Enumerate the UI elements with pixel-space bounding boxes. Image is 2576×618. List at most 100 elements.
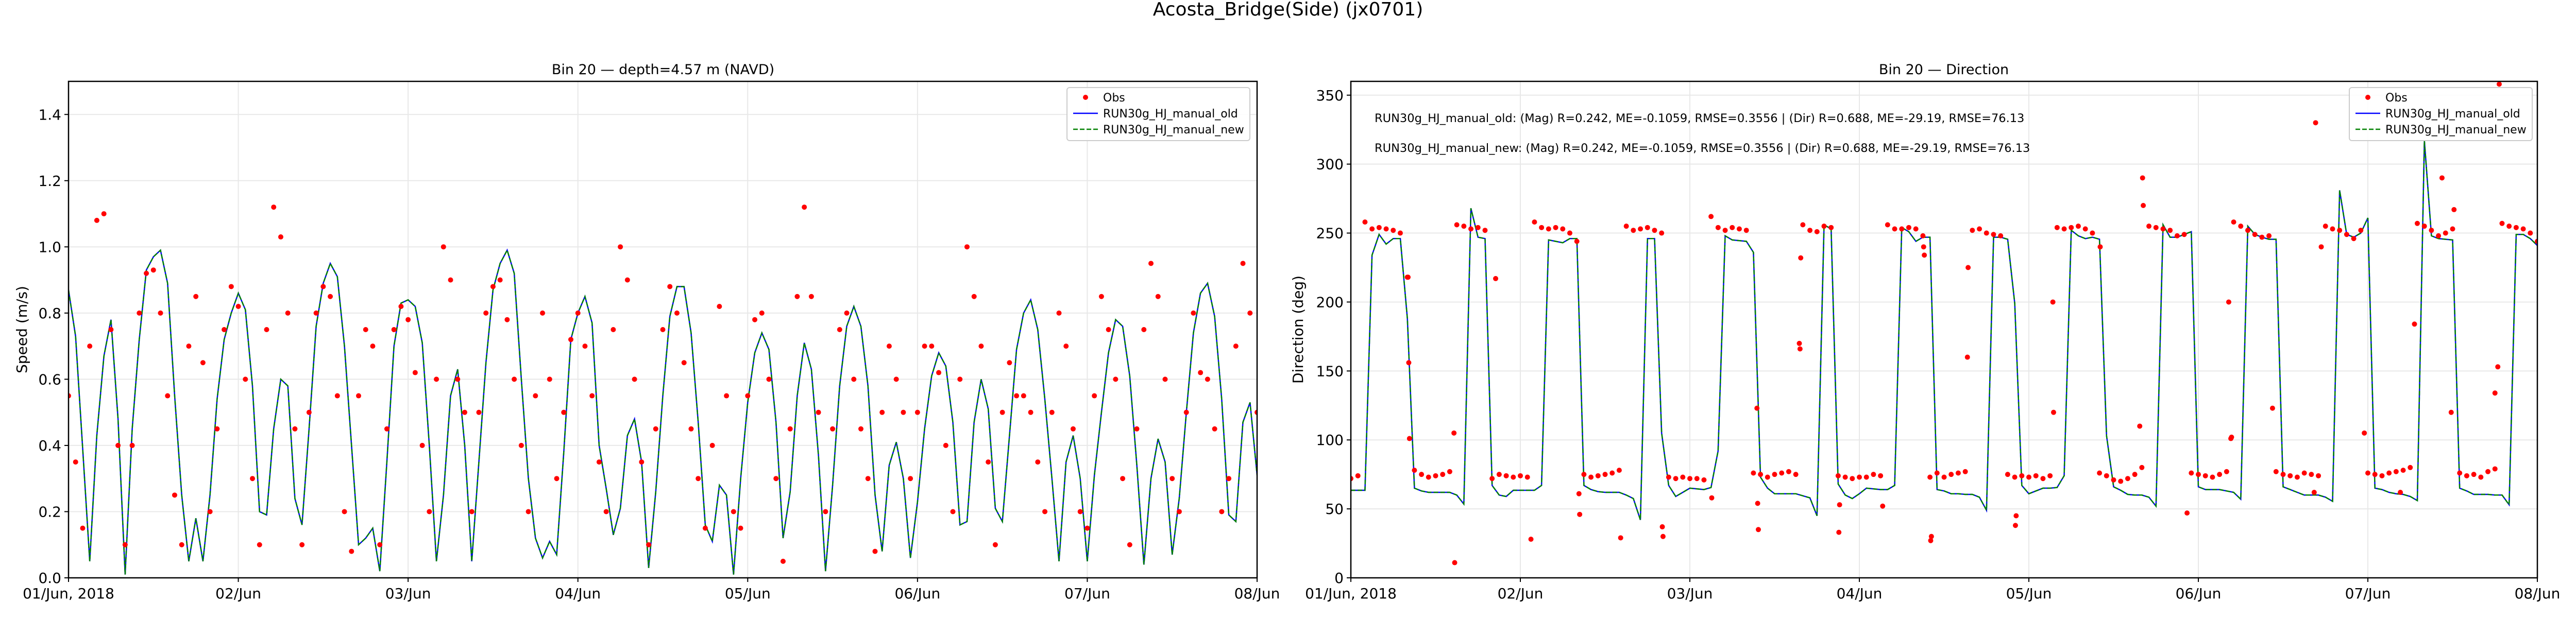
direction-obs-point <box>1391 228 1396 233</box>
direction-obs-point <box>2443 230 2448 236</box>
speed-x-tick-label: 01/Jun, 2018 <box>23 585 114 602</box>
direction-obs-point <box>1934 470 1940 476</box>
speed-marks <box>69 204 1257 575</box>
legend-old-label: RUN30g_HJ_manual_old <box>1103 108 1238 121</box>
direction-obs-point <box>2252 232 2258 237</box>
speed-obs-point <box>207 509 213 514</box>
speed-y-tick-label: 1.2 <box>38 173 61 190</box>
speed-obs-point <box>830 426 836 432</box>
speed-obs-point <box>285 310 291 316</box>
direction-obs-point <box>1772 472 1777 477</box>
speed-obs-point <box>999 409 1005 415</box>
direction-obs-point <box>2137 423 2143 429</box>
direction-obs-point <box>2238 224 2244 229</box>
direction-obs-point <box>1496 472 1502 477</box>
legend-obs-marker <box>1083 95 1088 100</box>
direction-obs-point <box>1546 226 1551 232</box>
direction-obs-point <box>1405 274 1411 280</box>
direction-obs-point <box>1807 228 1813 233</box>
direction-obs-point <box>2012 523 2018 528</box>
speed-obs-point <box>278 234 283 240</box>
direction-obs-point <box>1426 474 1431 480</box>
direction-y-tick-label: 350 <box>1316 87 1344 104</box>
speed-obs-point <box>936 370 942 375</box>
direction-y-tick-label: 300 <box>1316 156 1344 173</box>
direction-obs-point <box>1837 502 1842 508</box>
direction-obs-point <box>1528 537 1534 542</box>
speed-obs-point <box>1191 310 1196 316</box>
legend-obs-marker <box>2365 95 2370 100</box>
speed-obs-point <box>1021 393 1026 399</box>
direction-obs-point <box>2167 228 2173 233</box>
speed-obs-point <box>554 476 560 482</box>
speed-y-tick-label: 0.8 <box>38 305 61 322</box>
direction-obs-point <box>1786 469 1791 474</box>
speed-x-tick-label: 06/Jun <box>894 585 940 602</box>
direction-obs-point <box>2330 226 2335 232</box>
speed-obs-point <box>1183 409 1189 415</box>
speed-obs-point <box>427 509 432 514</box>
speed-obs-point <box>497 277 503 283</box>
speed-obs-point <box>780 558 786 564</box>
speed-x-tick-label: 08/Jun <box>1234 585 1280 602</box>
speed-obs-point <box>808 294 814 299</box>
direction-obs-point <box>1751 470 1756 476</box>
direction-obs-point <box>2266 233 2272 238</box>
speed-obs-point <box>94 217 99 223</box>
speed-obs-point <box>575 310 581 316</box>
speed-obs-point <box>391 327 397 332</box>
speed-obs-point <box>1077 509 1083 514</box>
direction-obs-point <box>2229 434 2234 440</box>
speed-obs-point <box>137 310 142 316</box>
direction-obs-point <box>1928 538 1934 543</box>
direction-obs-point <box>1984 230 1989 236</box>
speed-obs-point <box>943 442 948 448</box>
direction-obs-point <box>2301 470 2307 476</box>
direction-obs-point <box>1758 472 1764 477</box>
direction-obs-point <box>2224 469 2229 474</box>
speed-obs-point <box>1247 310 1253 316</box>
speed-obs-point <box>582 344 588 349</box>
speed-obs-point <box>349 548 354 554</box>
direction-x-tick-label: 03/Jun <box>1667 585 1713 602</box>
speed-obs-point <box>1240 261 1246 266</box>
direction-obs-point <box>2294 474 2300 480</box>
speed-obs-point <box>561 409 567 415</box>
speed-obs-point <box>1113 376 1118 382</box>
direction-obs-point <box>2358 228 2364 233</box>
direction-obs-point <box>1709 495 1715 501</box>
direction-chart: Bin 20 — Direction Direction (deg) 0 50 10… <box>1290 62 2560 602</box>
speed-obs-point <box>172 492 177 498</box>
direction-obs-point <box>1850 476 1855 482</box>
direction-obs-point <box>1970 228 1975 233</box>
speed-x-tick-label: 07/Jun <box>1064 585 1110 602</box>
speed-obs-point <box>787 426 793 432</box>
speed-obs-point <box>448 277 453 283</box>
speed-obs-point <box>370 344 376 349</box>
direction-obs-point <box>2210 474 2215 480</box>
speed-obs-point <box>384 426 389 432</box>
direction-obs-point <box>2054 225 2060 230</box>
speed-obs-point <box>87 344 93 349</box>
speed-obs-point <box>1028 409 1033 415</box>
speed-obs-point <box>405 317 411 322</box>
speed-obs-point <box>724 393 730 399</box>
direction-obs-point <box>1355 473 1361 478</box>
direction-obs-point <box>2386 470 2392 476</box>
speed-y-tick-label: 0.0 <box>38 570 61 587</box>
direction-obs-point <box>1419 472 1425 477</box>
direction-obs-point <box>2362 430 2367 436</box>
direction-obs-point <box>2309 472 2314 477</box>
direction-axes-frame <box>1350 80 2538 579</box>
speed-obs-point <box>964 244 970 250</box>
speed-obs-point <box>639 459 645 465</box>
direction-x-tick-label: 04/Jun <box>1837 585 1883 602</box>
speed-obs-point <box>589 393 595 399</box>
direction-obs-point <box>1539 225 1545 230</box>
speed-plot-area <box>69 204 1257 575</box>
direction-obs-point <box>1715 225 1721 230</box>
speed-obs-point <box>512 376 517 382</box>
direction-y-tick-label: 200 <box>1316 294 1344 311</box>
speed-axes-frame <box>67 80 1258 579</box>
